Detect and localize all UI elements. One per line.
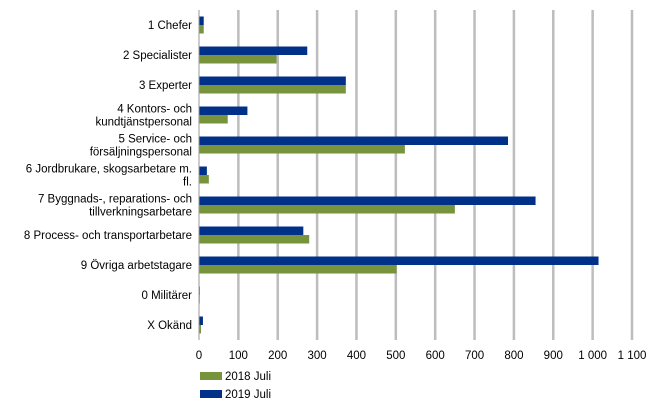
bar-2019-juli: [199, 46, 308, 55]
bar-2018-juli: [199, 115, 228, 124]
bar-2018-juli: [199, 175, 209, 184]
category-label: 9 Övriga arbetstagare: [81, 260, 192, 272]
bar-2019-juli: [199, 76, 346, 85]
category-label: 3 Experter: [139, 80, 192, 92]
bar-2019-juli: [199, 16, 204, 25]
bar-2018-juli: [199, 25, 204, 34]
grid-lines: [237, 10, 634, 340]
bar-2018-juli: [199, 55, 277, 64]
legend: 2018 Juli 2019 Juli: [200, 371, 271, 401]
bar-2018-juli: [199, 145, 405, 154]
bar-2018-juli: [199, 85, 346, 94]
category-label: 8 Process- och transportarbetare: [24, 230, 192, 242]
x-tick-label: 100: [229, 350, 248, 362]
legend-label: 2019 Juli: [225, 389, 271, 401]
x-tick-label: 0: [196, 350, 202, 362]
bar-2019-juli: [199, 136, 509, 145]
bars: [199, 16, 599, 334]
x-tick-label: 500: [386, 350, 405, 362]
bar-2019-juli: [199, 256, 599, 265]
category-label: X Okänd: [147, 320, 192, 332]
category-label: 6 Jordbrukare, skogsarbetare m. fl.: [26, 164, 192, 189]
category-label: 5 Service- och försäljningspersonal: [90, 134, 192, 159]
legend-label: 2018 Juli: [225, 371, 271, 383]
x-tick-label: 900: [544, 350, 563, 362]
bar-2019-juli: [199, 106, 248, 115]
category-label: 4 Kontors- och kundtjänstpersonal: [95, 104, 192, 129]
bar-2018-juli: [199, 325, 201, 334]
bar-2018-juli: [199, 235, 310, 244]
category-label: 7 Byggnads-, reparations- och tillverknin…: [38, 194, 192, 219]
x-tick-labels: 0 100 200 300 400 500 600 700 800 900 1 000 1 100: [196, 350, 647, 362]
bar-2019-juli: [199, 196, 536, 205]
x-tick-label: 700: [465, 350, 484, 362]
category-label: 0 Militärer: [142, 290, 193, 302]
x-tick-label: 1 000: [578, 350, 607, 362]
category-labels: 1 Chefer 2 Specialister 3 Experter 4 Kontor…: [24, 20, 192, 332]
x-tick-label: 600: [426, 350, 445, 362]
x-tick-label: 400: [347, 350, 366, 362]
category-label: 2 Specialister: [123, 50, 192, 62]
x-tick-label: 1 100: [618, 350, 647, 362]
bar-2019-juli: [199, 226, 304, 235]
x-tick-label: 300: [307, 350, 326, 362]
bar-2018-juli: [199, 265, 397, 274]
legend-swatch: [200, 372, 222, 380]
x-tick-label: 800: [504, 350, 523, 362]
x-tick-label: 200: [268, 350, 287, 362]
bar-2018-juli: [199, 205, 455, 214]
bar-2019-juli: [199, 166, 207, 175]
bar-2019-juli: [199, 316, 203, 325]
category-label: 1 Chefer: [148, 20, 192, 32]
legend-swatch: [200, 390, 222, 398]
